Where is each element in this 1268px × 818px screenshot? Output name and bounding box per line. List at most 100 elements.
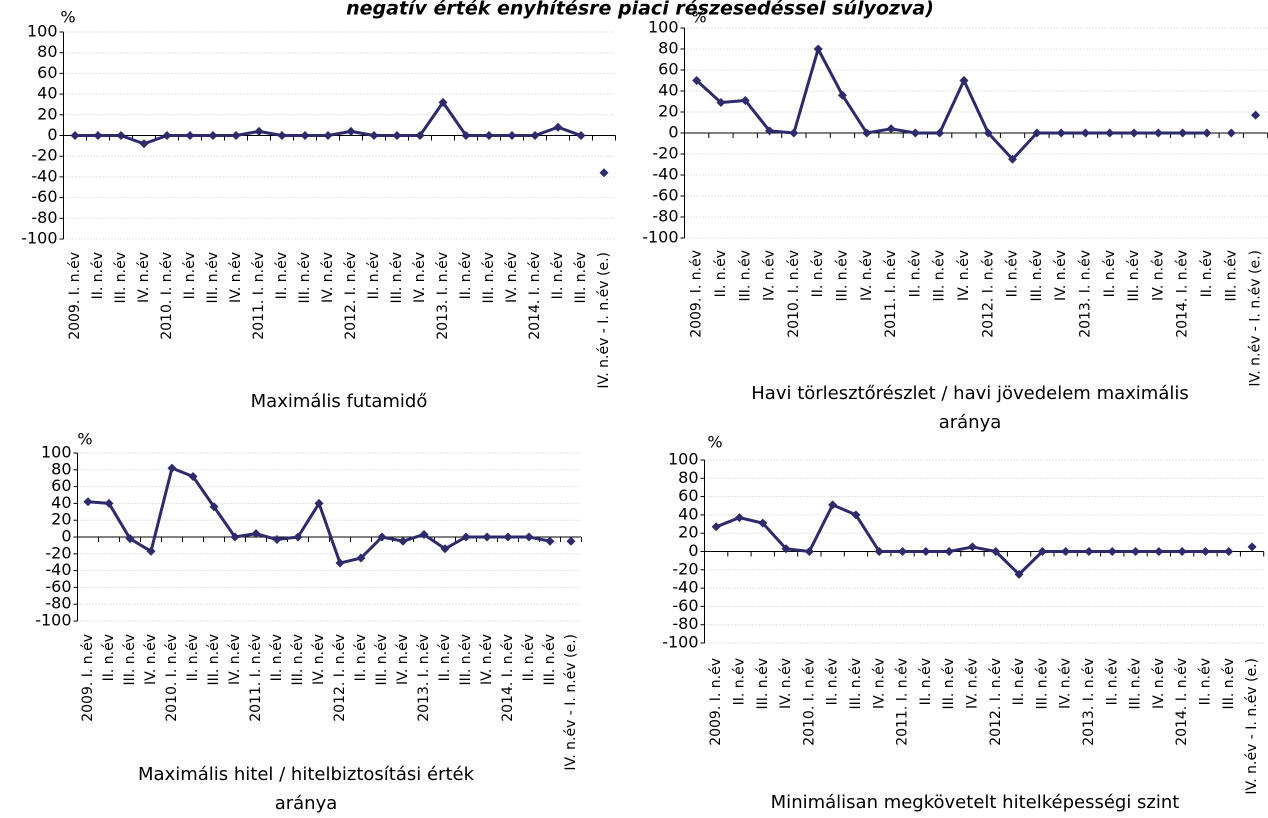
point <box>959 76 969 85</box>
x-tick-label: II. n.év <box>437 634 453 681</box>
point <box>1032 128 1042 138</box>
point <box>740 95 750 105</box>
y-tick-label: -20 <box>45 543 71 562</box>
y-tick-label: 20 <box>678 523 698 542</box>
point <box>1153 128 1163 138</box>
point <box>711 522 721 532</box>
point <box>415 131 425 140</box>
point <box>758 518 768 528</box>
x-tick-label: 2009. I. n.év <box>67 252 83 340</box>
point <box>146 546 156 556</box>
point <box>935 128 945 138</box>
x-tick-label: 2010. I. n.év <box>786 250 802 338</box>
series-line <box>87 466 551 565</box>
point <box>910 128 920 138</box>
point <box>335 558 345 568</box>
point <box>104 498 114 508</box>
y-tick-label: 0 <box>688 541 698 560</box>
point <box>93 131 103 140</box>
y-tick-label: 60 <box>678 486 698 505</box>
point <box>1107 547 1117 556</box>
x-tick-label: II. n.év <box>185 634 201 681</box>
x-tick-label: IV. n.év <box>1151 658 1167 709</box>
point <box>377 532 387 542</box>
point <box>277 131 287 140</box>
y-tick-label: -20 <box>672 559 698 578</box>
x-tick-label: IV. n.év <box>504 252 520 303</box>
x-tick-label: IV. n.év <box>859 250 875 301</box>
x-tick-label: 2009. I. n.év <box>689 250 705 338</box>
x-tick-label: IV. n.év <box>143 634 159 685</box>
point <box>139 139 149 149</box>
point <box>323 131 333 140</box>
point <box>804 547 814 556</box>
x-tick-label: 2012. I. n.év <box>980 250 996 338</box>
x-tick-label: II. n.év <box>1199 250 1215 297</box>
x-tick-label: IV. n.év <box>395 634 411 685</box>
x-tick-label: IV. n.év <box>227 634 243 685</box>
point <box>208 131 218 140</box>
point <box>251 529 261 539</box>
x-tick-label: 2014. I. n.év <box>1174 658 1190 746</box>
x-tick-label: 2011. I. n.év <box>895 658 911 746</box>
x-tick-label: IV. n.év <box>412 252 428 303</box>
point <box>70 131 80 140</box>
x-tick-label: III. n.év <box>848 658 864 710</box>
x-tick-label: II. n.év <box>1197 658 1213 705</box>
point <box>524 532 534 542</box>
point <box>1129 128 1139 138</box>
x-tick-label: 2013. I. n.év <box>435 252 451 340</box>
x-tick-label: IV. n.év <box>1058 658 1074 709</box>
y-tick-label: 40 <box>658 81 678 100</box>
point <box>1226 128 1236 138</box>
y-tick-label: -100 <box>35 611 71 630</box>
chart-title: aránya <box>275 793 338 814</box>
page-title: negatív érték enyhítésre piaci részesedé… <box>346 0 934 20</box>
x-tick-label: 2011. I. n.év <box>883 250 899 338</box>
y-tick-label: 40 <box>678 504 698 523</box>
x-tick-label: II. n.év <box>550 252 566 299</box>
x-tick-label: IV. n.év <box>320 252 336 303</box>
point <box>828 500 838 510</box>
x-tick-label: III. n.év <box>113 252 129 304</box>
y-tick-label: 100 <box>27 22 58 41</box>
x-tick-label: II. n.év <box>731 658 747 705</box>
x-tick-label: 2013. I. n.év <box>416 634 432 722</box>
point <box>83 497 93 507</box>
point <box>346 126 356 136</box>
x-tick-label: III. n.év <box>941 658 957 710</box>
y-tick-label: 100 <box>668 450 699 469</box>
x-tick-label: IV. n.év - I. n.év (e.) <box>1244 658 1260 795</box>
x-tick-label: 2012. I. n.év <box>988 658 1004 746</box>
point <box>692 76 702 85</box>
point <box>356 553 366 563</box>
y-tick-label: 80 <box>51 459 71 478</box>
y-tick-label: 20 <box>51 510 71 529</box>
point <box>398 536 408 546</box>
x-tick-label: II. n.év <box>458 252 474 299</box>
point <box>1251 110 1261 120</box>
x-tick-label: 2012. I. n.év <box>343 252 359 340</box>
x-tick-label: III. n.év <box>458 634 474 686</box>
point <box>1061 547 1071 556</box>
point <box>837 90 847 100</box>
x-tick-label: III. n.év <box>206 634 222 686</box>
point <box>944 547 954 556</box>
point <box>983 128 993 138</box>
x-tick-label: 2010. I. n.év <box>159 252 175 340</box>
y-tick-label: -20 <box>652 144 678 163</box>
y-tick-label: 0 <box>61 527 71 546</box>
x-tick-label: II. n.év <box>90 252 106 299</box>
x-tick-label: III. n.év <box>297 252 313 304</box>
x-tick-label: IV. n.év <box>479 634 495 685</box>
x-tick-label: IV. n.év <box>311 634 327 685</box>
point <box>1131 547 1141 556</box>
y-tick-label: -80 <box>652 207 678 226</box>
y-tick-label: -100 <box>662 633 698 652</box>
chart-title: Minimálisan megkövetelt hitelképességi s… <box>771 792 1180 813</box>
x-tick-label: II. n.év <box>353 634 369 681</box>
x-tick-label: IV. n.év - I. n.év (e.) <box>596 252 612 389</box>
y-tick-label: -40 <box>652 165 678 184</box>
y-tick-label: -60 <box>672 596 698 615</box>
